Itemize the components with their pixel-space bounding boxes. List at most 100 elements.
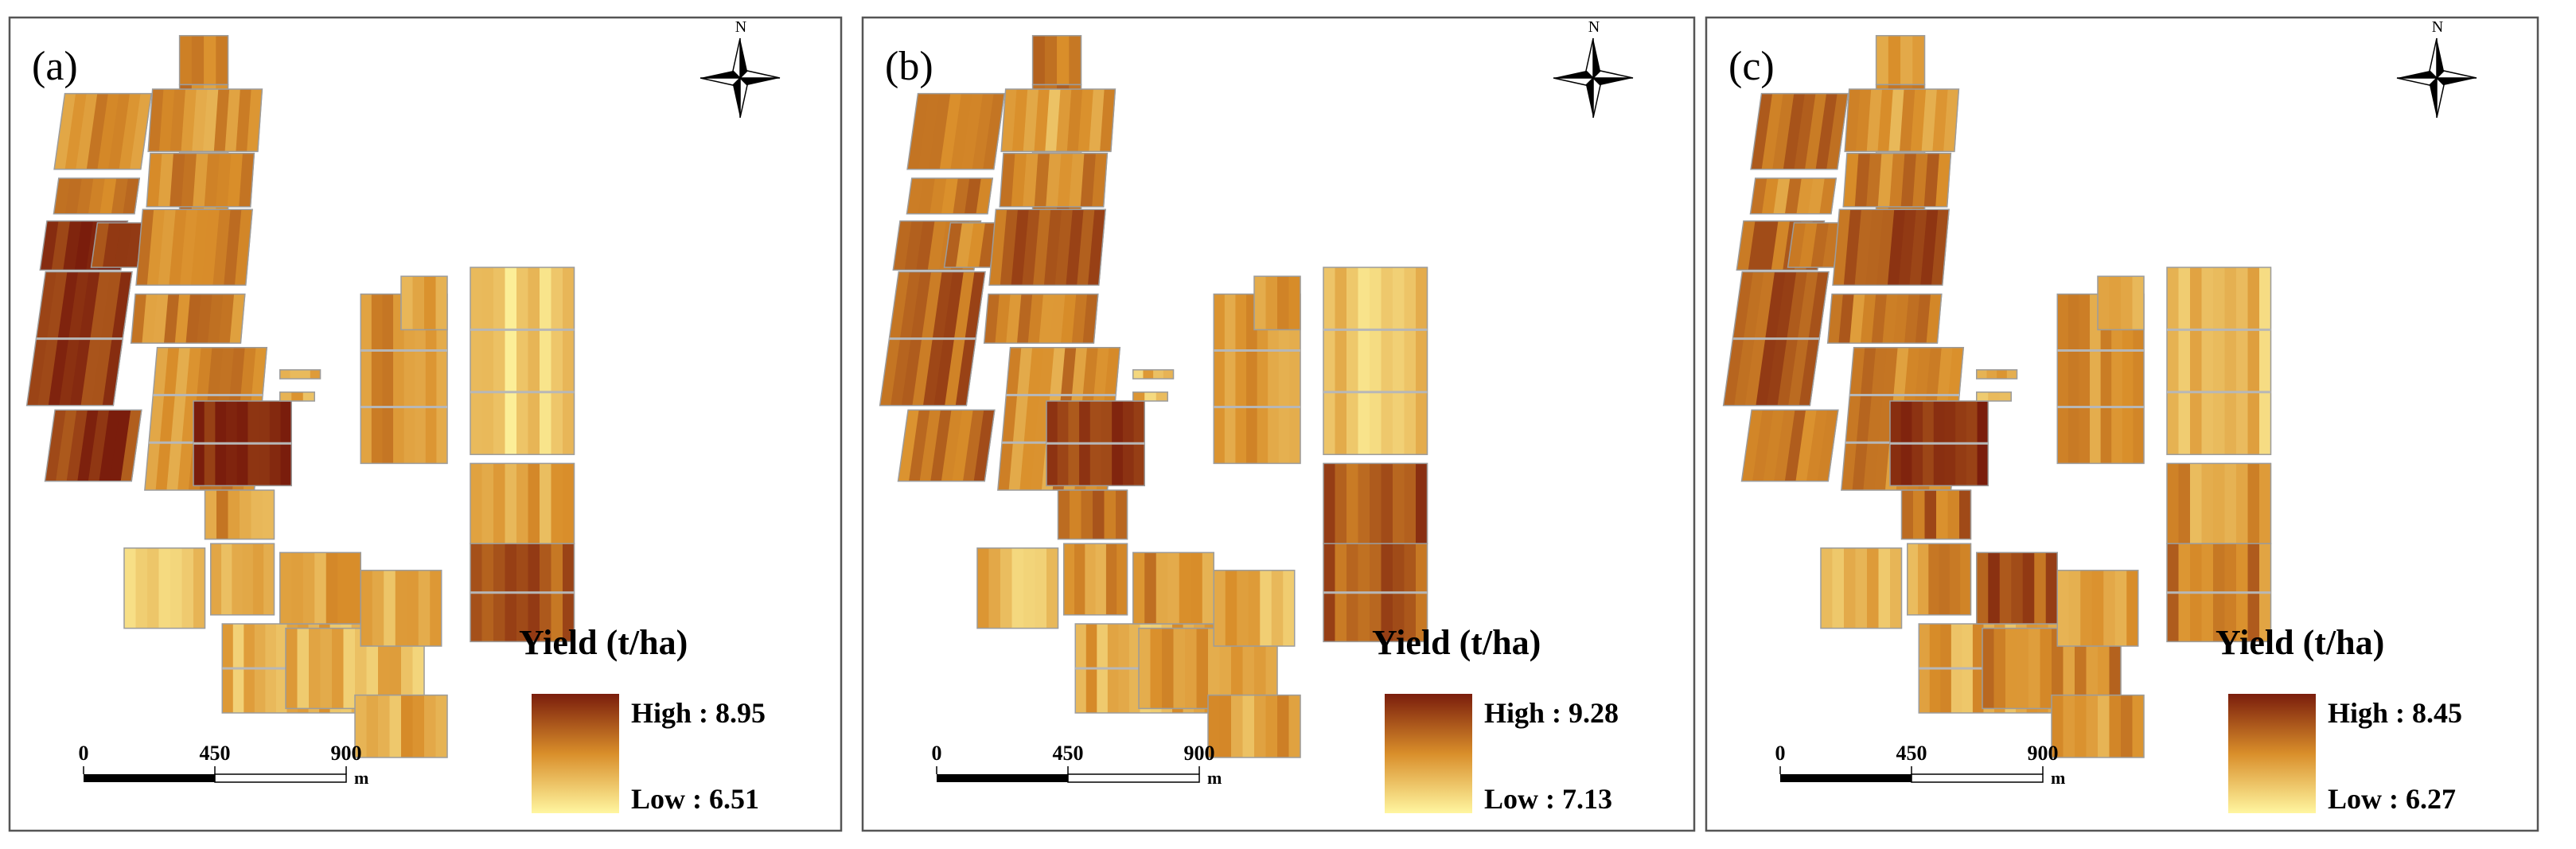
field-strip: [1898, 209, 1917, 286]
field-strip: [1771, 220, 1791, 271]
field-strip: [1254, 276, 1267, 330]
field-strip: [1257, 294, 1269, 464]
field-strip: [291, 552, 304, 624]
field-strip: [1011, 153, 1027, 207]
field-strip: [1219, 695, 1232, 757]
field-strip: [1833, 209, 1851, 286]
field-strip: [1185, 628, 1198, 709]
field-strip: [1806, 410, 1828, 481]
field-strip: [74, 220, 94, 271]
field-strip: [1867, 547, 1880, 629]
field-strip: [191, 35, 205, 85]
field-strip: [2100, 294, 2112, 464]
field-strip: [1288, 695, 1301, 757]
field-strip: [2103, 570, 2116, 646]
field-strip: [961, 93, 984, 169]
field-block: [1213, 293, 1301, 465]
legend-high: High : 8.45: [2328, 697, 2462, 729]
field-strip: [181, 547, 194, 629]
field-block: [879, 271, 986, 407]
field-strip: [481, 267, 494, 455]
field-strip: [1939, 543, 1951, 615]
field-block: [1132, 369, 1175, 380]
field-strip: [1167, 552, 1180, 624]
field-strip: [1000, 547, 1013, 629]
field-block: [1031, 35, 1082, 86]
field-strip: [2022, 552, 2035, 624]
field-strip: [528, 463, 540, 544]
field-strip: [1265, 695, 1278, 757]
field-strip: [1070, 490, 1082, 539]
field-strip: [1795, 410, 1818, 481]
field-strip: [197, 294, 213, 344]
field-strip: [88, 410, 110, 481]
field-block: [2056, 570, 2139, 647]
scale-unit: m: [2051, 768, 2065, 788]
field-strip: [1283, 570, 1296, 646]
field-strip: [1912, 35, 1926, 85]
field-strip: [389, 628, 402, 709]
field-strip: [528, 267, 540, 455]
field-strip: [1045, 89, 1062, 152]
field-strip: [972, 93, 995, 169]
field-strip: [1179, 552, 1191, 624]
field-strip: [389, 695, 402, 757]
field-block: [1213, 570, 1296, 647]
field-strip: [1088, 209, 1106, 286]
scale-unit: m: [1207, 768, 1222, 788]
field-block: [1826, 293, 1943, 344]
field-strip: [1288, 276, 1301, 330]
field-strip: [221, 543, 232, 615]
field-strip: [181, 89, 197, 152]
field-strip: [1784, 410, 1806, 481]
field-strip: [2126, 570, 2139, 646]
field-strip: [111, 178, 129, 214]
field-block: [988, 208, 1106, 286]
field-strip: [1105, 543, 1117, 615]
field-strip: [1231, 628, 1244, 709]
field-strip: [1805, 93, 1827, 169]
field-block: [1844, 88, 1960, 153]
legend-color-ramp: [532, 694, 619, 813]
field-strip: [158, 89, 175, 152]
field-block: [400, 275, 448, 331]
field-strip: [989, 209, 1007, 286]
field-strip: [979, 223, 998, 267]
field-strip: [1931, 209, 1950, 286]
field-strip: [2178, 267, 2191, 455]
field-block: [354, 694, 448, 758]
field-strip: [1057, 153, 1074, 207]
field-strip: [1860, 294, 1876, 344]
field-block: [1323, 543, 1428, 643]
field-strip: [1039, 294, 1055, 344]
field-block: [279, 551, 361, 625]
field-block: [2166, 462, 2272, 544]
field-strip: [1815, 93, 1838, 169]
field-block: [2166, 267, 2272, 455]
field-strip: [142, 294, 158, 344]
field-strip: [218, 294, 235, 344]
field-strip: [1202, 552, 1214, 624]
field-strip: [907, 93, 929, 169]
field-block: [1132, 391, 1168, 402]
field-strip: [1022, 209, 1041, 286]
field-strip: [1976, 552, 1989, 624]
field-strip: [1845, 89, 1861, 152]
field-strip: [2132, 276, 2145, 330]
field-strip: [1069, 153, 1085, 207]
field-strip: [1054, 209, 1074, 286]
field-strip: [1023, 153, 1039, 207]
field-strip: [540, 267, 552, 455]
field-strip: [242, 543, 254, 615]
field-strip: [236, 89, 252, 152]
field-strip: [2109, 628, 2122, 709]
field-block: [1982, 627, 2122, 710]
yield-map: [25, 35, 575, 758]
field-strip: [136, 209, 154, 286]
field-strip: [146, 209, 166, 286]
field-strip: [1011, 209, 1030, 286]
field-block: [1323, 267, 1428, 455]
field-block: [2166, 543, 2272, 643]
field-strip: [893, 220, 913, 271]
field-strip: [1000, 153, 1016, 207]
